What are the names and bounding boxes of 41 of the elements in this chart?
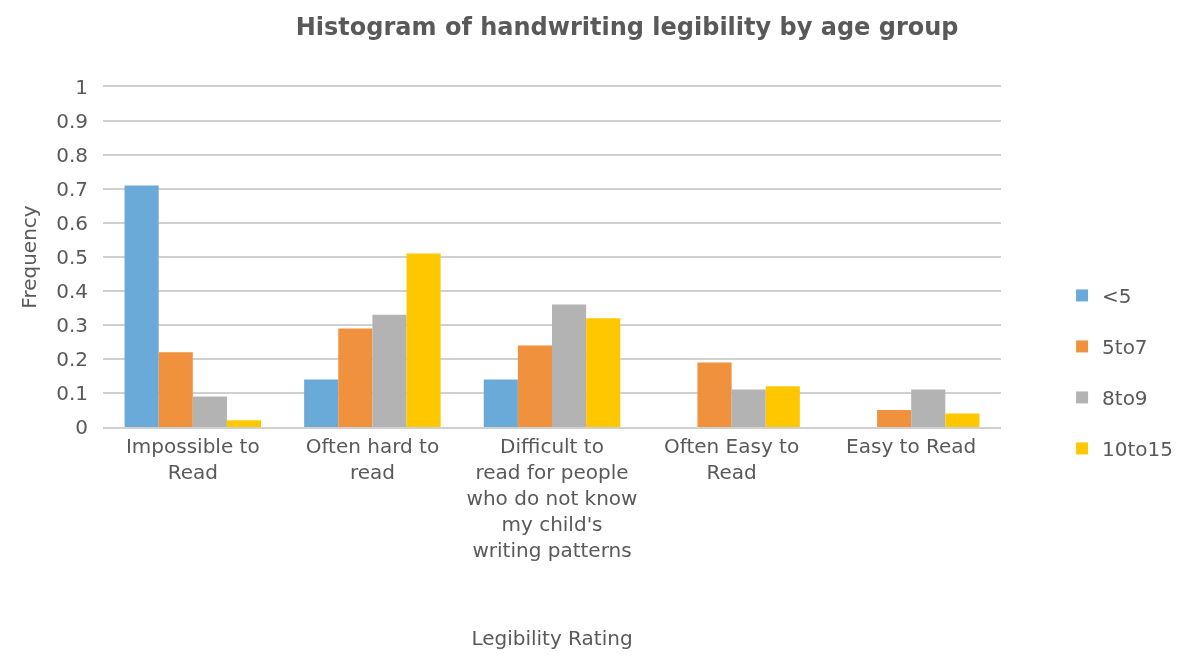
bar [552, 304, 587, 427]
bar [697, 362, 732, 427]
x-tick-label: Often Easy to Read [664, 433, 800, 484]
bar [945, 413, 980, 427]
bar [372, 314, 407, 427]
y-tick-label: 0.9 [56, 109, 88, 133]
y-tick-label: 0.2 [56, 347, 88, 371]
bar [586, 318, 621, 427]
bar [517, 345, 552, 427]
y-tick-label: 0.3 [56, 313, 88, 337]
bar [124, 185, 159, 427]
bar [158, 352, 193, 427]
bar [304, 379, 339, 427]
legend-label: 10to15 [1102, 437, 1174, 462]
bar [911, 389, 946, 427]
y-tick-label: 0.7 [56, 177, 88, 201]
chart-title: Histogram of handwriting legibility by age group [295, 13, 959, 42]
bar [406, 253, 441, 427]
y-tick-label: 0.4 [56, 279, 88, 303]
bar [765, 386, 800, 427]
y-tick-label: 0.5 [56, 245, 88, 269]
legend-label: 5to7 [1102, 335, 1148, 360]
x-tick-label: Difficult to read for people who do not know my child's writing patterns [466, 433, 638, 562]
y-tick-label: 0.1 [56, 381, 88, 405]
y-tick-label: 0.6 [56, 211, 88, 235]
legend-label: 8to9 [1102, 386, 1148, 411]
bar [731, 389, 766, 427]
x-tick-label: Easy to Read [846, 433, 977, 458]
x-tick-label: Often hard to read [305, 433, 440, 484]
y-axis-title: Frequency [16, 205, 41, 309]
bar [483, 379, 518, 427]
bar [226, 420, 262, 427]
y-tick-label: 0.8 [56, 143, 88, 167]
bar [877, 410, 912, 427]
bar [192, 396, 227, 427]
x-axis-title: Legibility Rating [471, 625, 633, 650]
y-tick-label: 1 [75, 75, 88, 99]
legend-label: <5 [1102, 284, 1132, 309]
bar [338, 328, 373, 427]
y-tick-label: 0 [75, 415, 88, 439]
x-tick-label: Impossible to Read [125, 433, 260, 484]
